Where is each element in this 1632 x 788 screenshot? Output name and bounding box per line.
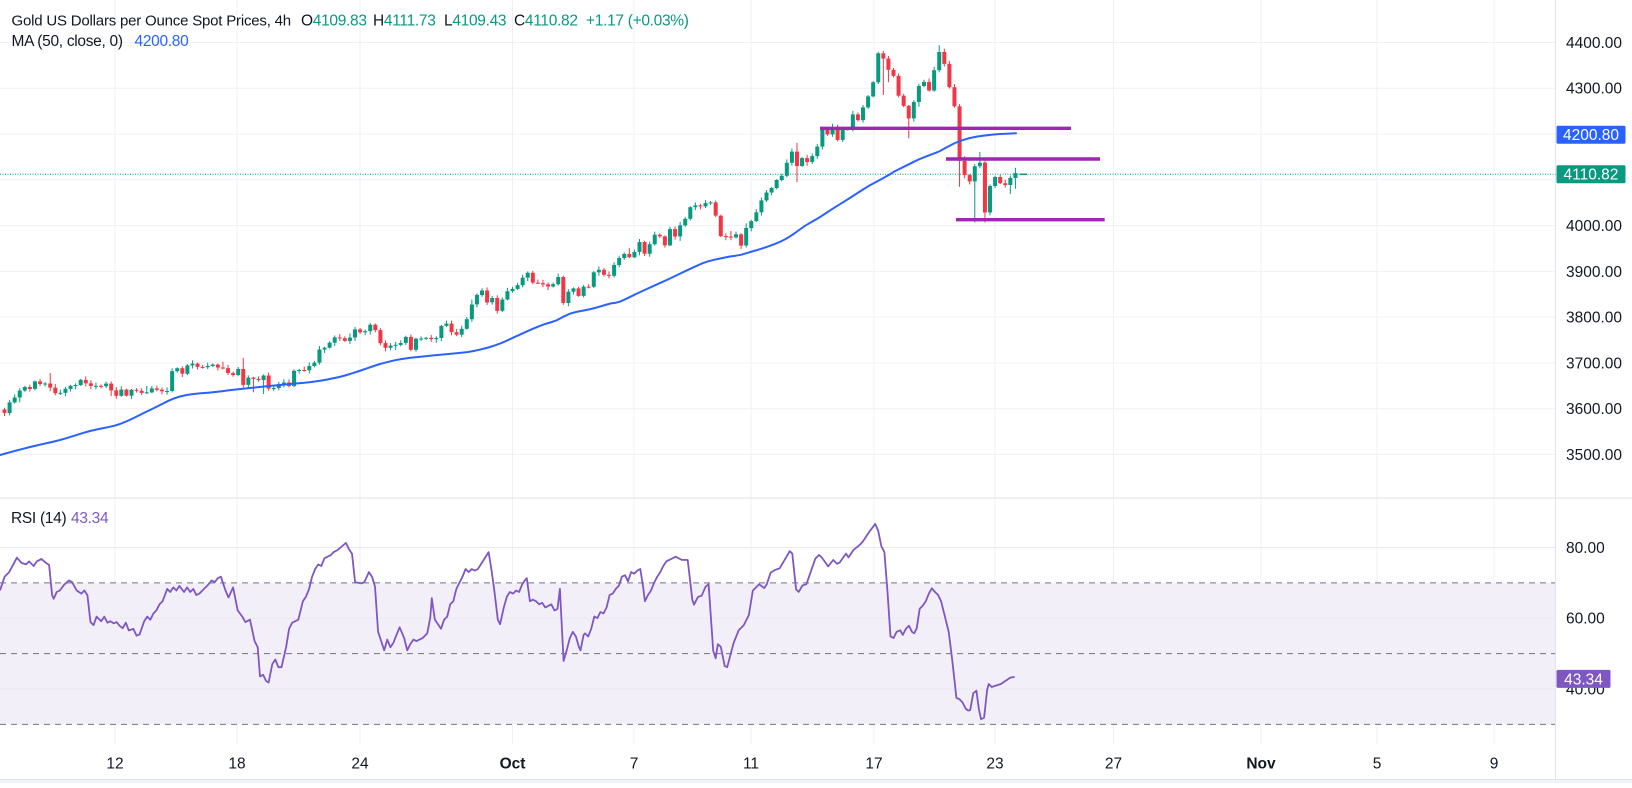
svg-text:+1.17 (+0.03%): +1.17 (+0.03%)	[586, 13, 689, 30]
svg-text:3800.00: 3800.00	[1566, 310, 1622, 327]
svg-text:43.34: 43.34	[71, 510, 109, 527]
svg-text:4000.00: 4000.00	[1566, 218, 1622, 235]
svg-text:Oct: Oct	[500, 756, 526, 773]
svg-text:C4110.82: C4110.82	[514, 13, 578, 30]
svg-text:4110.82: 4110.82	[1564, 167, 1619, 184]
svg-text:60.00: 60.00	[1566, 611, 1605, 628]
svg-text:9: 9	[1490, 756, 1499, 773]
svg-text:Nov: Nov	[1246, 756, 1276, 773]
svg-text:5: 5	[1373, 756, 1382, 773]
svg-text:18: 18	[228, 756, 245, 773]
svg-text:7: 7	[630, 756, 639, 773]
svg-text:23: 23	[986, 756, 1003, 773]
svg-text:O4109.83: O4109.83	[301, 13, 367, 30]
svg-text:80.00: 80.00	[1566, 540, 1605, 557]
svg-text:12: 12	[106, 756, 123, 773]
svg-text:Gold US Dollars per Ounce Spot: Gold US Dollars per Ounce Spot Prices, 4…	[12, 13, 291, 30]
svg-text:43.34: 43.34	[1564, 671, 1603, 688]
svg-text:11: 11	[743, 756, 759, 773]
svg-text:4300.00: 4300.00	[1566, 81, 1622, 98]
svg-text:MA (50, close, 0): MA (50, close, 0)	[12, 33, 123, 50]
svg-text:27: 27	[1105, 756, 1122, 773]
svg-text:4400.00: 4400.00	[1566, 35, 1622, 52]
svg-text:4200.80: 4200.80	[135, 33, 190, 50]
svg-text:3700.00: 3700.00	[1566, 355, 1622, 372]
svg-text:L4109.43: L4109.43	[444, 13, 506, 30]
svg-text:3500.00: 3500.00	[1566, 447, 1622, 464]
svg-text:RSI (14): RSI (14)	[11, 510, 66, 527]
svg-text:H4111.73: H4111.73	[373, 13, 436, 30]
svg-text:3900.00: 3900.00	[1566, 264, 1622, 281]
svg-text:24: 24	[351, 756, 369, 773]
svg-text:17: 17	[865, 756, 882, 773]
svg-text:3600.00: 3600.00	[1566, 401, 1622, 418]
svg-text:4200.80: 4200.80	[1563, 127, 1619, 144]
